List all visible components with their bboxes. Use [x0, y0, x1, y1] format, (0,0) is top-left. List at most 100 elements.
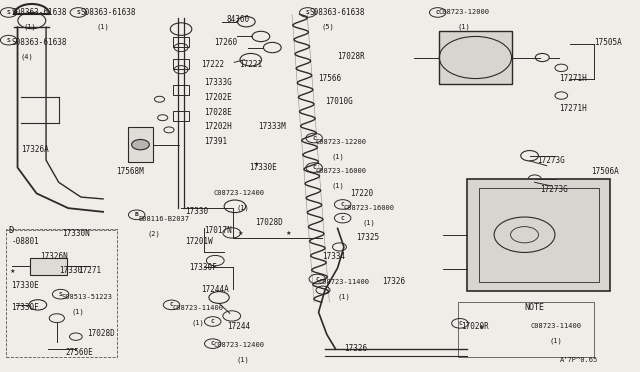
Text: 17221: 17221: [239, 60, 262, 69]
Text: 17333M: 17333M: [259, 122, 286, 131]
Text: C: C: [312, 165, 316, 170]
Text: C08723-12400: C08723-12400: [214, 190, 265, 196]
Text: (1): (1): [192, 320, 205, 326]
Text: (1): (1): [97, 24, 109, 31]
Text: S: S: [59, 292, 63, 297]
Text: 17201W: 17201W: [186, 237, 213, 246]
Text: 27560E: 27560E: [65, 348, 93, 357]
Text: (1): (1): [458, 24, 471, 31]
Text: C: C: [211, 319, 214, 324]
Text: (1): (1): [332, 153, 344, 160]
Text: 17391: 17391: [205, 137, 228, 146]
Text: ★: ★: [10, 269, 15, 274]
Text: C: C: [312, 135, 316, 141]
Text: 17244A: 17244A: [202, 285, 229, 294]
Text: 17330E: 17330E: [249, 163, 276, 172]
Text: B08116-B2037: B08116-B2037: [138, 216, 189, 222]
Text: ★: ★: [253, 162, 259, 167]
Text: 17273G: 17273G: [540, 185, 568, 194]
Text: C: C: [458, 321, 462, 326]
Text: C: C: [211, 341, 214, 346]
Text: (1): (1): [337, 294, 350, 300]
Text: 17017N: 17017N: [205, 226, 232, 235]
Text: C: C: [316, 276, 319, 282]
Text: (1): (1): [332, 183, 344, 189]
Text: 17202E: 17202E: [205, 93, 232, 102]
Text: 17330N: 17330N: [62, 230, 90, 238]
Text: 17326: 17326: [382, 278, 405, 286]
Text: 17220: 17220: [350, 189, 373, 198]
Text: 17334: 17334: [322, 251, 345, 261]
Text: S: S: [306, 10, 310, 15]
Text: (1): (1): [24, 24, 36, 31]
Text: C: C: [340, 202, 344, 207]
Text: NOTE: NOTE: [525, 303, 545, 312]
Text: C: C: [340, 216, 344, 221]
Text: S08363-61638: S08363-61638: [11, 38, 67, 46]
Text: 17505A: 17505A: [595, 38, 622, 46]
Text: (1): (1): [363, 220, 376, 226]
Bar: [173, 111, 189, 121]
Text: 17273G: 17273G: [537, 155, 565, 165]
Text: (4): (4): [20, 54, 33, 60]
Text: C08723-11400: C08723-11400: [531, 323, 582, 329]
Text: C08723-12000: C08723-12000: [439, 9, 490, 16]
Text: 17326A: 17326A: [20, 145, 49, 154]
Text: 17566: 17566: [319, 74, 342, 83]
Text: 17010G: 17010G: [325, 97, 353, 106]
Bar: [467, 179, 610, 291]
Text: (1): (1): [72, 308, 84, 315]
Text: -08801: -08801: [11, 237, 39, 246]
Text: C08723-16000: C08723-16000: [316, 168, 366, 174]
Text: C: C: [170, 302, 173, 307]
Text: 17333G: 17333G: [205, 78, 232, 87]
Bar: [129, 127, 152, 162]
Text: C08723-16000: C08723-16000: [344, 205, 395, 211]
Text: ★: ★: [238, 231, 244, 236]
Text: S08363-61638: S08363-61638: [81, 8, 136, 17]
Text: 17325: 17325: [356, 233, 380, 242]
Text: 17330F: 17330F: [11, 303, 39, 312]
Text: 17028E: 17028E: [205, 108, 232, 117]
Text: 17028D: 17028D: [87, 329, 115, 338]
Text: 17330: 17330: [59, 266, 82, 275]
Bar: [30, 258, 67, 275]
Text: 17271H: 17271H: [559, 74, 587, 83]
Bar: [439, 31, 512, 84]
Text: (5): (5): [322, 24, 335, 31]
Text: 17506A: 17506A: [591, 167, 619, 176]
Bar: [6, 229, 117, 357]
Text: 17271H: 17271H: [559, 104, 587, 113]
Text: 17028D: 17028D: [255, 218, 283, 227]
Text: 84360: 84360: [227, 15, 250, 24]
Text: (2): (2): [147, 231, 160, 237]
Text: A'7P^0.65: A'7P^0.65: [559, 356, 598, 363]
Bar: [479, 188, 598, 282]
Text: 17326N: 17326N: [40, 251, 67, 261]
Text: S08513-51223: S08513-51223: [62, 294, 113, 300]
Text: 17330: 17330: [186, 207, 209, 217]
Text: ★: ★: [479, 324, 484, 330]
Text: 17028R: 17028R: [337, 52, 365, 61]
Text: 17020R: 17020R: [461, 322, 489, 331]
Text: (1): (1): [236, 205, 249, 211]
Text: (1): (1): [236, 356, 249, 363]
Text: ★: ★: [285, 231, 291, 236]
Text: C08723-12400: C08723-12400: [214, 342, 265, 348]
Text: S: S: [7, 38, 10, 43]
Text: S: S: [7, 10, 10, 15]
Text: 17568M: 17568M: [116, 167, 143, 176]
Bar: [458, 302, 595, 357]
Text: S08363-61638: S08363-61638: [11, 8, 67, 17]
Text: C08723-11400: C08723-11400: [319, 279, 369, 285]
Text: 17202H: 17202H: [205, 122, 232, 131]
Text: 17260: 17260: [214, 38, 237, 46]
Circle shape: [132, 140, 149, 150]
Text: S08363-61638: S08363-61638: [309, 8, 365, 17]
Text: 17271: 17271: [77, 266, 101, 275]
Text: B: B: [135, 212, 138, 217]
Text: 17244: 17244: [227, 322, 250, 331]
Text: C: C: [436, 10, 440, 15]
Text: 17330F: 17330F: [189, 263, 216, 272]
Text: (1): (1): [550, 338, 563, 344]
